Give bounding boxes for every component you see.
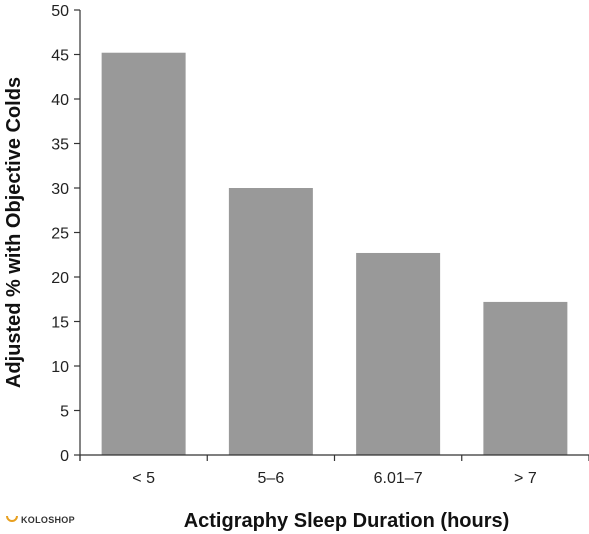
y-tick-label-10: 10 xyxy=(51,359,69,376)
y-axis-ticks: 0 5 10 15 20 25 30 35 40 45 50 xyxy=(51,3,80,465)
bar-0 xyxy=(101,52,186,455)
y-tick-label-35: 35 xyxy=(51,137,69,154)
y-tick-label-15: 15 xyxy=(51,315,69,332)
koloshop-logo: KOLOSHOP xyxy=(6,515,75,525)
x-tick-label-1: 5–6 xyxy=(258,470,285,487)
x-axis-title: Actigraphy Sleep Duration (hours) xyxy=(184,510,510,532)
y-axis-title: Adjusted % with Objective Colds xyxy=(3,77,25,388)
y-tick-label-20: 20 xyxy=(51,270,69,287)
x-tick-label-0: < 5 xyxy=(132,470,155,487)
y-tick-label-40: 40 xyxy=(51,92,69,109)
bar-1 xyxy=(228,188,313,455)
x-tick-label-3: > 7 xyxy=(514,470,537,487)
koloshop-logo-icon xyxy=(6,515,18,522)
bars-group xyxy=(101,52,568,455)
y-tick-label-45: 45 xyxy=(51,48,69,65)
koloshop-logo-text: KOLOSHOP xyxy=(21,515,75,525)
y-tick-label-30: 30 xyxy=(51,181,69,198)
y-tick-label-0: 0 xyxy=(60,448,69,465)
x-tick-label-2: 6.01–7 xyxy=(374,470,423,487)
bar-3 xyxy=(483,301,568,455)
y-tick-label-5: 5 xyxy=(60,404,69,421)
x-axis-ticks: < 5 5–6 6.01–7 > 7 xyxy=(79,455,589,487)
bar-2 xyxy=(356,252,441,455)
y-tick-label-25: 25 xyxy=(51,226,69,243)
y-tick-label-50: 50 xyxy=(51,3,69,20)
